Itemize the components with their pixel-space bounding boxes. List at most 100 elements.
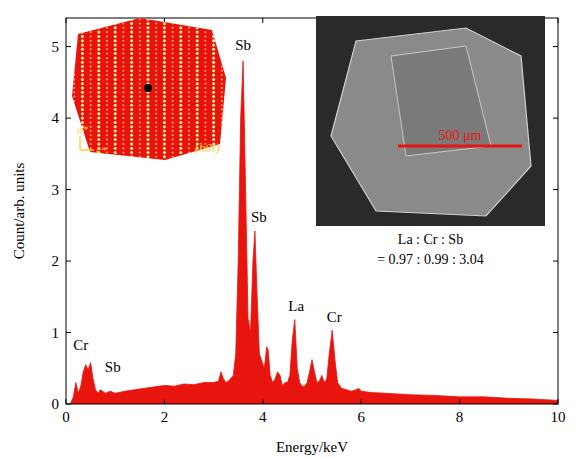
y-tick-right — [553, 332, 558, 333]
diffraction-spot — [212, 95, 215, 98]
diffraction-spot — [97, 125, 100, 128]
x-tick-label: 0 — [62, 409, 70, 425]
diffraction-spot — [221, 87, 223, 89]
diffraction-spot — [73, 83, 75, 85]
diffraction-spot — [204, 57, 206, 59]
diffraction-spot — [90, 121, 92, 123]
diffraction-spot — [73, 61, 75, 63]
diffraction-spot — [97, 82, 100, 85]
diffraction-spot — [196, 104, 199, 107]
diffraction-spot — [221, 35, 223, 37]
diffraction-spot — [90, 48, 92, 50]
diffraction-spot — [122, 104, 124, 106]
diffraction-spot — [179, 91, 182, 94]
diffraction-spot — [122, 109, 124, 111]
diffraction-spot — [106, 104, 108, 106]
diffraction-spot — [188, 78, 190, 80]
diffraction-spot — [204, 91, 206, 93]
diffraction-spot — [147, 130, 150, 133]
diffraction-spot — [188, 53, 190, 55]
diffraction-spot — [114, 44, 117, 47]
diffraction-spot — [106, 78, 108, 80]
diffraction-spot — [139, 109, 141, 111]
diffraction-spot — [204, 83, 206, 85]
diffraction-spot — [81, 52, 84, 55]
diffraction-spot — [106, 31, 108, 33]
diffraction-spot — [106, 113, 108, 115]
diffraction-spot — [221, 139, 223, 141]
diffraction-spot — [179, 69, 182, 72]
peak-label: La — [288, 298, 304, 314]
diffraction-spot — [163, 155, 166, 158]
diffraction-spot — [221, 83, 223, 85]
diffraction-spot — [204, 40, 206, 42]
diffraction-spot — [114, 18, 117, 21]
diffraction-spot — [204, 100, 206, 102]
diffraction-spot — [163, 87, 166, 90]
diffraction-spot — [90, 126, 92, 128]
diffraction-spot — [196, 121, 199, 124]
diffraction-spot — [204, 121, 206, 123]
diffraction-spot — [130, 44, 133, 47]
diffraction-spot — [114, 26, 117, 29]
diffraction-spot — [97, 52, 100, 55]
diffraction-spot — [147, 52, 150, 55]
diffraction-spot — [97, 104, 100, 107]
diffraction-spot — [81, 91, 84, 94]
diffraction-spot — [139, 31, 141, 33]
diffraction-spot — [147, 121, 150, 124]
diffraction-spot — [106, 134, 108, 136]
diffraction-spot — [147, 74, 150, 77]
diffraction-spot — [221, 96, 223, 98]
diffraction-spot — [212, 87, 215, 90]
diffraction-spot — [122, 143, 124, 145]
diffraction-spot — [81, 61, 84, 64]
diffraction-spot — [155, 83, 157, 85]
diffraction-spot — [147, 44, 150, 47]
diffraction-spot — [73, 156, 75, 158]
diffraction-spot — [172, 143, 174, 145]
diffraction-spot — [122, 35, 124, 37]
diffraction-spot — [90, 44, 92, 46]
diffraction-spot — [188, 117, 190, 119]
diffraction-spot — [106, 53, 108, 55]
diffraction-spot — [155, 23, 157, 25]
diffraction-spot — [196, 74, 199, 77]
diffraction-spot — [155, 87, 157, 89]
diffraction-spot — [139, 53, 141, 55]
diffraction-spot — [163, 121, 166, 124]
diffraction-spot — [114, 74, 117, 77]
diffraction-spot — [188, 96, 190, 98]
diffraction-spot — [196, 78, 199, 81]
diffraction-spot — [155, 156, 157, 158]
diffraction-spot — [179, 142, 182, 145]
diffraction-spot — [73, 126, 75, 128]
diffraction-spot — [204, 48, 206, 50]
diffraction-spot — [204, 96, 206, 98]
diffraction-spot — [179, 112, 182, 115]
diffraction-spot — [172, 70, 174, 72]
peak-label: Cr — [73, 337, 88, 353]
diffraction-spot — [97, 26, 100, 29]
diffraction-spot — [188, 152, 190, 154]
diffraction-spot — [172, 44, 174, 46]
diffraction-spot — [73, 100, 75, 102]
diffraction-spot — [114, 121, 117, 124]
diffraction-spot — [73, 96, 75, 98]
diffraction-spot — [90, 61, 92, 63]
diffraction-spot — [204, 31, 206, 33]
diffraction-spot — [90, 109, 92, 111]
diffraction-spot — [196, 112, 199, 115]
diffraction-spot — [204, 66, 206, 68]
a-axis-label: a* — [77, 123, 89, 135]
diffraction-spot — [163, 104, 166, 107]
diffraction-spot — [188, 66, 190, 68]
diffraction-spot — [163, 117, 166, 120]
diffraction-spot — [73, 18, 75, 20]
y-tick-right — [553, 404, 558, 405]
diffraction-spot — [179, 125, 182, 128]
diffraction-spot — [90, 83, 92, 85]
diffraction-spot — [155, 147, 157, 149]
diffraction-spot — [139, 40, 141, 42]
diffraction-spot — [221, 74, 223, 76]
